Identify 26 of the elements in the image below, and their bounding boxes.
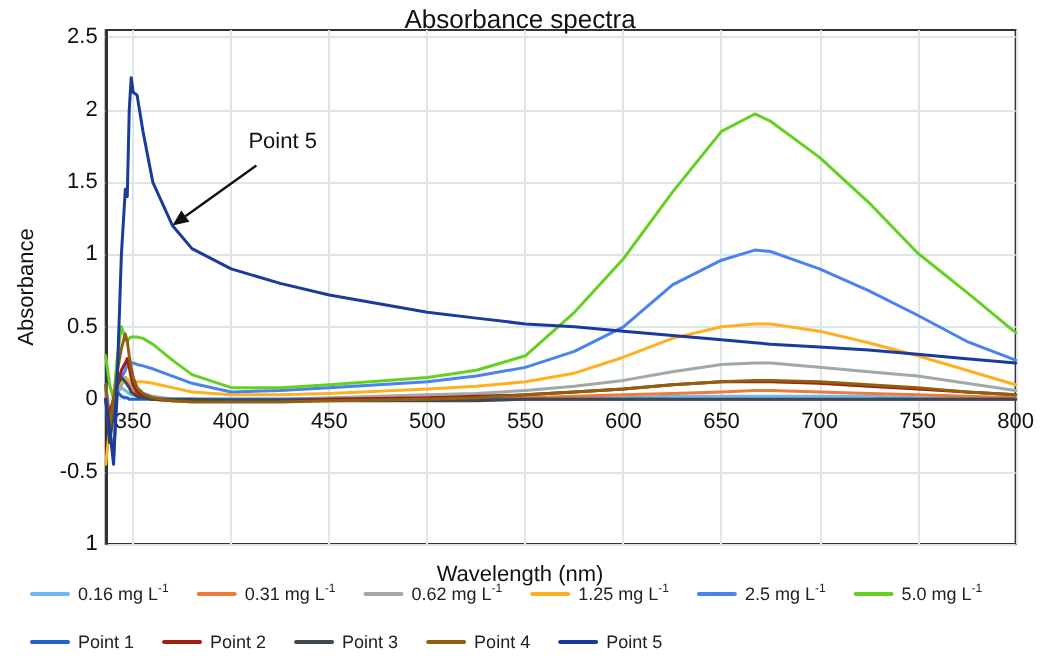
x-tick-label: 650 bbox=[703, 410, 740, 435]
x-tick-label: 500 bbox=[408, 410, 446, 435]
y-axis-title: Absorbance bbox=[15, 228, 39, 346]
legend-label: Point 4 bbox=[474, 632, 531, 652]
x-tick-label: 450 bbox=[310, 410, 348, 435]
y-tick-label: 0 bbox=[85, 387, 98, 412]
y-tick-label: 1 bbox=[85, 532, 98, 556]
x-axis-title: Wavelength (nm) bbox=[436, 563, 604, 587]
chart-title: Absorbance spectra bbox=[404, 4, 638, 34]
y-tick-label: -0.5 bbox=[59, 459, 98, 484]
x-tick-label: 400 bbox=[212, 410, 250, 435]
y-tick-label: 1 bbox=[85, 242, 98, 267]
y-tick-label: 2.5 bbox=[67, 25, 98, 50]
legend-label: Point 3 bbox=[342, 632, 399, 652]
y-tick-label: 1.5 bbox=[67, 170, 98, 195]
legend-label: Point 2 bbox=[210, 632, 267, 652]
y-tick-label: 2 bbox=[85, 97, 98, 122]
legend-label: Point 1 bbox=[78, 632, 135, 652]
legend-label: Point 5 bbox=[606, 632, 663, 652]
x-tick-label: 600 bbox=[605, 410, 642, 435]
x-tick-label: 750 bbox=[899, 410, 936, 435]
y-tick-label: 0.5 bbox=[67, 314, 98, 339]
x-tick-label: 700 bbox=[801, 410, 838, 435]
line-series bbox=[104, 112, 1018, 401]
x-tick-label: 550 bbox=[507, 410, 544, 435]
annotation: Point 5 bbox=[248, 130, 317, 155]
